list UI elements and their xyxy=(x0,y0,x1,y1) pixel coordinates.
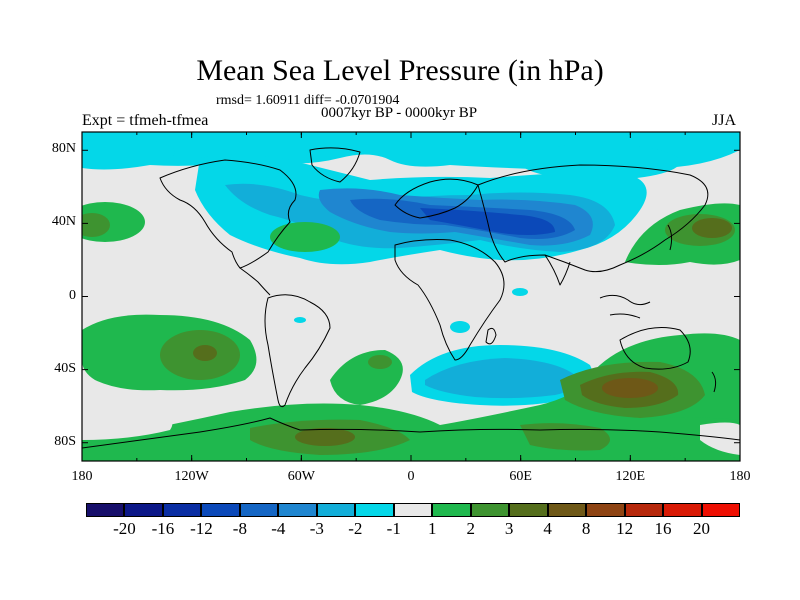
lon-tick-label: 120W xyxy=(174,469,209,484)
map-frame xyxy=(81,131,741,462)
legend-swatch xyxy=(624,503,664,517)
pressure-field xyxy=(82,132,740,461)
legend-label: -1 xyxy=(386,519,401,538)
legend-label: 3 xyxy=(504,519,514,538)
period-text: 0007kyr BP - 0000kyr BP xyxy=(321,105,478,121)
legend-swatch xyxy=(316,503,356,517)
legend-swatch xyxy=(509,503,548,517)
legend-label: 4 xyxy=(543,519,552,538)
legend-swatch xyxy=(701,503,740,517)
legend-swatch xyxy=(663,503,702,517)
legend-label: -20 xyxy=(113,519,136,538)
legend-label: 20 xyxy=(693,519,711,538)
lon-tick-label: 0 xyxy=(407,469,415,484)
legend-swatch xyxy=(124,503,163,517)
lon-tick-label: 60W xyxy=(287,469,315,484)
lat-tick-label: 80N xyxy=(51,141,76,157)
legend-label: 16 xyxy=(654,519,672,538)
lon-tick-label: 120E xyxy=(615,469,646,484)
legend-label: -8 xyxy=(232,519,247,538)
chart-title: Mean Sea Level Pressure (in hPa) xyxy=(196,54,604,87)
lat-tick-label: 80S xyxy=(54,433,76,449)
northern-positive-anomaly xyxy=(82,202,740,265)
experiment-label: Expt = tfmeh-tfmea xyxy=(82,112,209,129)
lon-tick-label: 180 xyxy=(729,469,751,484)
legend-swatch xyxy=(586,503,625,517)
legend-label: -2 xyxy=(348,519,363,538)
legend-label: -4 xyxy=(271,519,286,538)
coastlines xyxy=(82,147,740,449)
legend-swatch xyxy=(470,503,510,517)
legend-swatch xyxy=(547,503,587,517)
legend-swatch xyxy=(432,503,471,517)
legend-swatch xyxy=(278,503,317,517)
stats-text: rmsd= 1.60911 diff= -0.0701904 xyxy=(216,93,400,108)
legend-swatch xyxy=(355,503,394,517)
season-label: JJA xyxy=(712,112,737,129)
legend-swatch xyxy=(239,503,279,517)
legend-label: 2 xyxy=(466,519,475,538)
legend-label: -16 xyxy=(151,519,175,538)
legend-swatch xyxy=(393,503,433,517)
lat-tick-label: 40S xyxy=(54,360,76,376)
legend-label: 8 xyxy=(581,519,591,538)
legend-label: -12 xyxy=(190,519,213,538)
legend-label: 12 xyxy=(616,519,634,538)
legend-label: 1 xyxy=(427,519,437,538)
legend-swatch xyxy=(162,503,202,517)
legend-label: -3 xyxy=(309,519,324,538)
legend-swatch xyxy=(86,503,125,517)
legend-swatch xyxy=(201,503,240,517)
lon-tick-label: 60E xyxy=(509,469,532,484)
lat-tick-label: 40N xyxy=(51,214,76,230)
lat-tick-label: 0 xyxy=(69,287,76,303)
lon-tick-label: 180 xyxy=(71,469,93,484)
